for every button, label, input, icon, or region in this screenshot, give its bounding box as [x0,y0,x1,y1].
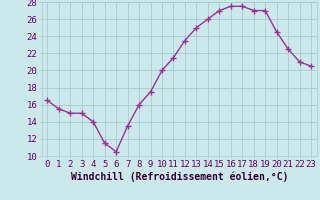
X-axis label: Windchill (Refroidissement éolien,°C): Windchill (Refroidissement éolien,°C) [70,172,288,182]
